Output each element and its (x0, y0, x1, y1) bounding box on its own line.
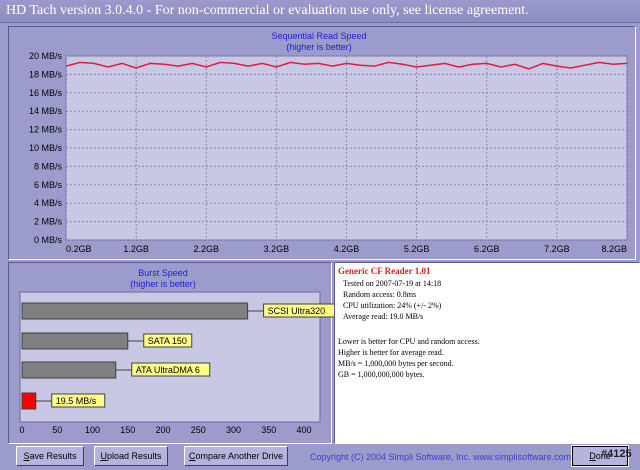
bar-label: ATA UltraDMA 6 (136, 365, 200, 375)
results-info-panel: Generic CF Reader 1.01 Tested on 2007-07… (334, 262, 640, 444)
burst-x-tick-label: 0 (19, 425, 24, 435)
y-tick-label: 2 MB/s (34, 217, 63, 227)
burst-bar (21, 302, 249, 320)
note-higher-better: Higher is better for average read. (338, 348, 444, 357)
y-tick-label: 4 MB/s (34, 198, 63, 208)
bar-label: 19.5 MB/s (56, 396, 97, 406)
y-tick-label: 16 MB/s (29, 88, 63, 98)
y-tick-label: 14 MB/s (29, 106, 63, 116)
y-tick-label: 6 MB/s (34, 180, 63, 190)
bar-label-box (143, 333, 193, 348)
average-read-text: Average read: 19.0 MB/s (343, 312, 424, 321)
watermark-text: #4125 (601, 448, 632, 460)
burst-x-tick-label: 300 (226, 425, 241, 435)
note-mbps-definition: MB/s = 1,000,000 bytes per second. (338, 359, 454, 368)
note-lower-better: Lower is better for CPU and random acces… (338, 337, 480, 346)
x-tick-label: 8.2GB (601, 244, 627, 254)
copyright-text: Copyright (C) 2004 Simpli Software, Inc.… (310, 452, 572, 462)
x-tick-label: 1.2GB (123, 244, 149, 254)
y-tick-label: 20 MB/s (29, 51, 63, 61)
x-tick-label: 5.2GB (404, 244, 430, 254)
x-tick-label: 4.2GB (334, 244, 360, 254)
compare-another-drive-button[interactable]: Compare Another Drive (184, 446, 288, 466)
upload-results-button[interactable]: Upload Results (94, 446, 168, 466)
x-tick-label: 3.2GB (264, 244, 290, 254)
sequential-subtitle: (higher is better) (286, 42, 352, 52)
burst-bar (21, 361, 117, 379)
bar-label: SATA 150 (148, 336, 187, 346)
tested-on-text: Tested on 2007-07-19 at 14:18 (343, 279, 442, 288)
burst-bar (21, 332, 129, 350)
burst-x-tick-label: 400 (296, 425, 311, 435)
bar-label-box (131, 362, 211, 377)
x-tick-label: 7.2GB (544, 244, 570, 254)
window-title: HD Tach version 3.0.4.0 - For non-commer… (6, 3, 529, 18)
sequential-title: Sequential Read Speed (271, 31, 367, 41)
y-tick-label: 10 MB/s (29, 143, 63, 153)
random-access-text: Random access: 0.8ms (343, 290, 417, 299)
bar-label-box (51, 393, 106, 408)
burst-speed-panel (8, 262, 332, 444)
done-button[interactable]: Done (571, 445, 629, 467)
x-tick-label: 2.2GB (193, 244, 219, 254)
burst-title: Burst Speed (138, 268, 188, 278)
title-bar: HD Tach version 3.0.4.0 - For non-commer… (0, 0, 640, 23)
x-tick-label: 6.2GB (474, 244, 500, 254)
x-tick-label: 0.2GB (66, 244, 92, 254)
device-name: Generic CF Reader 1.01 (338, 266, 431, 276)
y-tick-label: 18 MB/s (29, 69, 63, 79)
y-tick-label: 8 MB/s (34, 161, 63, 171)
burst-bar (21, 392, 37, 410)
burst-x-tick-label: 250 (191, 425, 206, 435)
sequential-read-panel (8, 26, 636, 260)
y-tick-label: 12 MB/s (29, 125, 63, 135)
burst-subtitle: (higher is better) (130, 279, 196, 289)
bar-label: SCSI Ultra320 (268, 306, 326, 316)
burst-x-tick-label: 50 (52, 425, 62, 435)
burst-x-tick-label: 100 (85, 425, 100, 435)
burst-x-tick-label: 150 (120, 425, 135, 435)
read-speed-line (65, 61, 628, 70)
y-tick-label: 0 MB/s (34, 235, 63, 245)
burst-x-tick-label: 200 (155, 425, 170, 435)
cpu-utilization-text: CPU utilization: 24% (+/- 2%) (343, 301, 442, 310)
note-gb-definition: GB = 1,000,000,000 bytes. (338, 370, 425, 379)
burst-x-tick-label: 350 (261, 425, 276, 435)
save-results-button[interactable]: Save Results (16, 446, 84, 466)
